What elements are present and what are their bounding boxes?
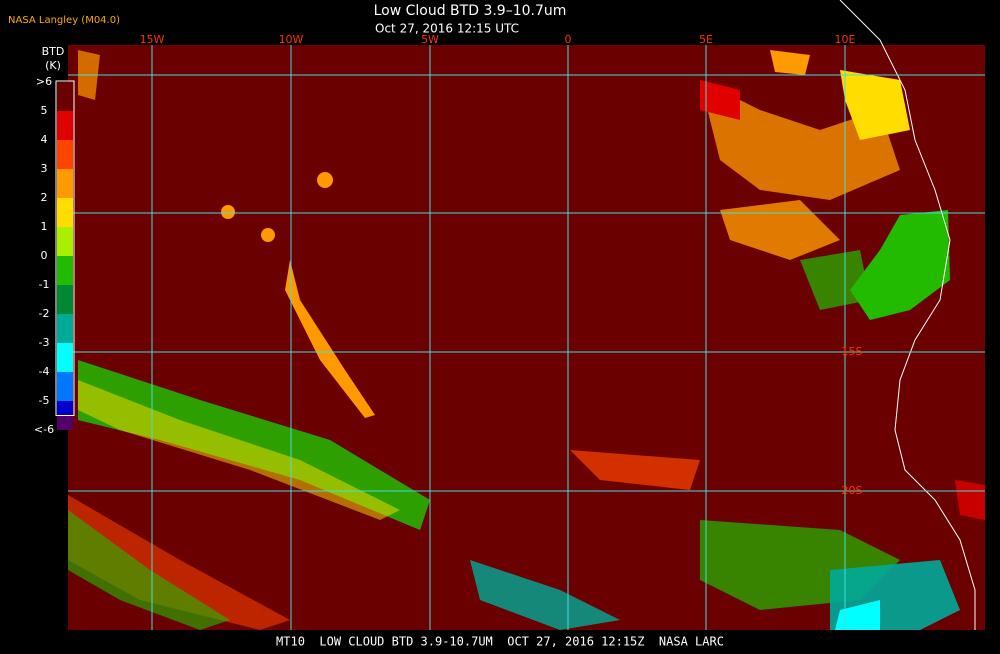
colorbar-label: -4 [39,365,50,378]
colorbar-label: 2 [41,191,48,204]
colorbar-swatch [57,415,73,430]
colorbar-unit: (K) [45,59,61,72]
colorbar-label: 4 [41,133,48,146]
colorbar-swatch [57,227,73,256]
footer: MT10 LOW CLOUD BTD 3.9-10.7UM OCT 27, 20… [276,635,724,649]
colorbar-swatch [57,343,73,372]
colorbar-label: 0 [41,249,48,262]
colorbar-swatch [57,140,73,169]
colorbar: >6 5 4 3 2 1 0 -1 -2 -3 -4 -5 <-6 [34,75,75,436]
longitude-label: 10E [835,33,856,46]
colorbar-swatch [57,256,73,285]
longitude-label: 5W [421,33,439,46]
colorbar-label: -2 [39,307,50,320]
colorbar-label: <-6 [34,423,54,436]
colorbar-label: -1 [39,278,50,291]
colorbar-swatch [57,198,73,227]
colorbar-label: -3 [39,336,50,349]
cloud-field [68,50,985,630]
colorbar-swatch [57,82,73,111]
colorbar-label: >6 [36,75,52,88]
footer-bar [0,632,1000,650]
colorbar-swatch [57,372,73,401]
colorbar-frame [55,80,75,416]
latitude-label: 15S [842,345,863,358]
title: Low Cloud BTD 3.9–10.7um [374,3,567,19]
longitude-label: 5E [699,33,713,46]
colorbar-label: -5 [39,394,50,407]
colorbar-label: 3 [41,162,48,175]
credit: NASA Langley (M04.0) [8,15,120,26]
longitude-label: 0 [565,33,572,46]
longitude-label: 15W [140,33,165,46]
coastline [839,0,976,630]
colorbar-swatch [57,314,73,343]
subtitle: Oct 27, 2016 12:15 UTC [375,22,519,36]
colorbar-label: 5 [41,104,48,117]
colorbar-swatch [57,169,73,198]
colorbar-swatch [57,285,73,314]
graticule: 15W 10W 5W 0 5E 10E 15S 20S [68,33,985,630]
longitude-label: 10W [279,33,304,46]
colorbar-swatch [57,111,73,140]
latitude-label: 20S [842,484,863,497]
colorbar-label: 1 [41,220,48,233]
colorbar-title: BTD [42,45,65,58]
